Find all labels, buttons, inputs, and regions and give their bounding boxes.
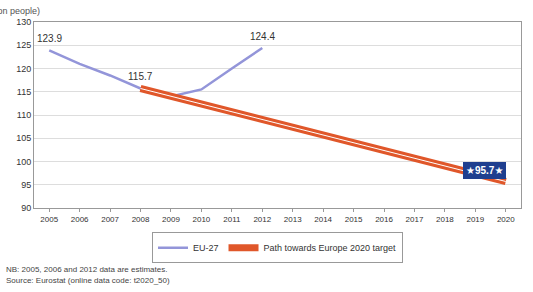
svg-text:2017: 2017 <box>406 215 424 224</box>
svg-text:2019: 2019 <box>466 215 484 224</box>
svg-text:2005: 2005 <box>40 215 58 224</box>
svg-text:123.9: 123.9 <box>37 33 62 44</box>
svg-text:100: 100 <box>16 157 31 167</box>
svg-text:2007: 2007 <box>101 215 119 224</box>
svg-text:90: 90 <box>21 203 31 213</box>
svg-text:110: 110 <box>17 110 31 120</box>
svg-text:2009: 2009 <box>162 215 180 224</box>
svg-text:★95.7★: ★95.7★ <box>466 165 503 176</box>
svg-text:95: 95 <box>21 180 31 190</box>
svg-text:2014: 2014 <box>314 215 332 224</box>
svg-text:125: 125 <box>16 40 31 50</box>
svg-text:2016: 2016 <box>375 215 393 224</box>
svg-text:Source: Eurostat (online data: Source: Eurostat (online data code: t202… <box>6 276 170 285</box>
svg-text:2015: 2015 <box>345 215 363 224</box>
svg-text:115: 115 <box>17 87 31 97</box>
svg-text:Path towards Europe 2020 targe: Path towards Europe 2020 target <box>264 243 397 253</box>
svg-text:2010: 2010 <box>193 215 211 224</box>
svg-text:2018: 2018 <box>436 215 454 224</box>
svg-text:2011: 2011 <box>223 215 241 224</box>
svg-text:2020: 2020 <box>497 215 515 224</box>
svg-text:130: 130 <box>16 17 31 27</box>
svg-text:105: 105 <box>16 133 31 143</box>
svg-text:NB: 2005, 2006 and 2012 data a: NB: 2005, 2006 and 2012 data are estimat… <box>6 265 167 274</box>
svg-text:2008: 2008 <box>132 215 150 224</box>
svg-text:120: 120 <box>16 64 31 74</box>
svg-text:2013: 2013 <box>284 215 302 224</box>
svg-text:115.7: 115.7 <box>128 71 153 82</box>
svg-text:EU-27: EU-27 <box>193 243 219 253</box>
svg-text:124.4: 124.4 <box>250 31 275 42</box>
svg-text:2006: 2006 <box>71 215 89 224</box>
svg-text:(million people): (million people) <box>0 6 40 16</box>
svg-text:2012: 2012 <box>253 215 271 224</box>
